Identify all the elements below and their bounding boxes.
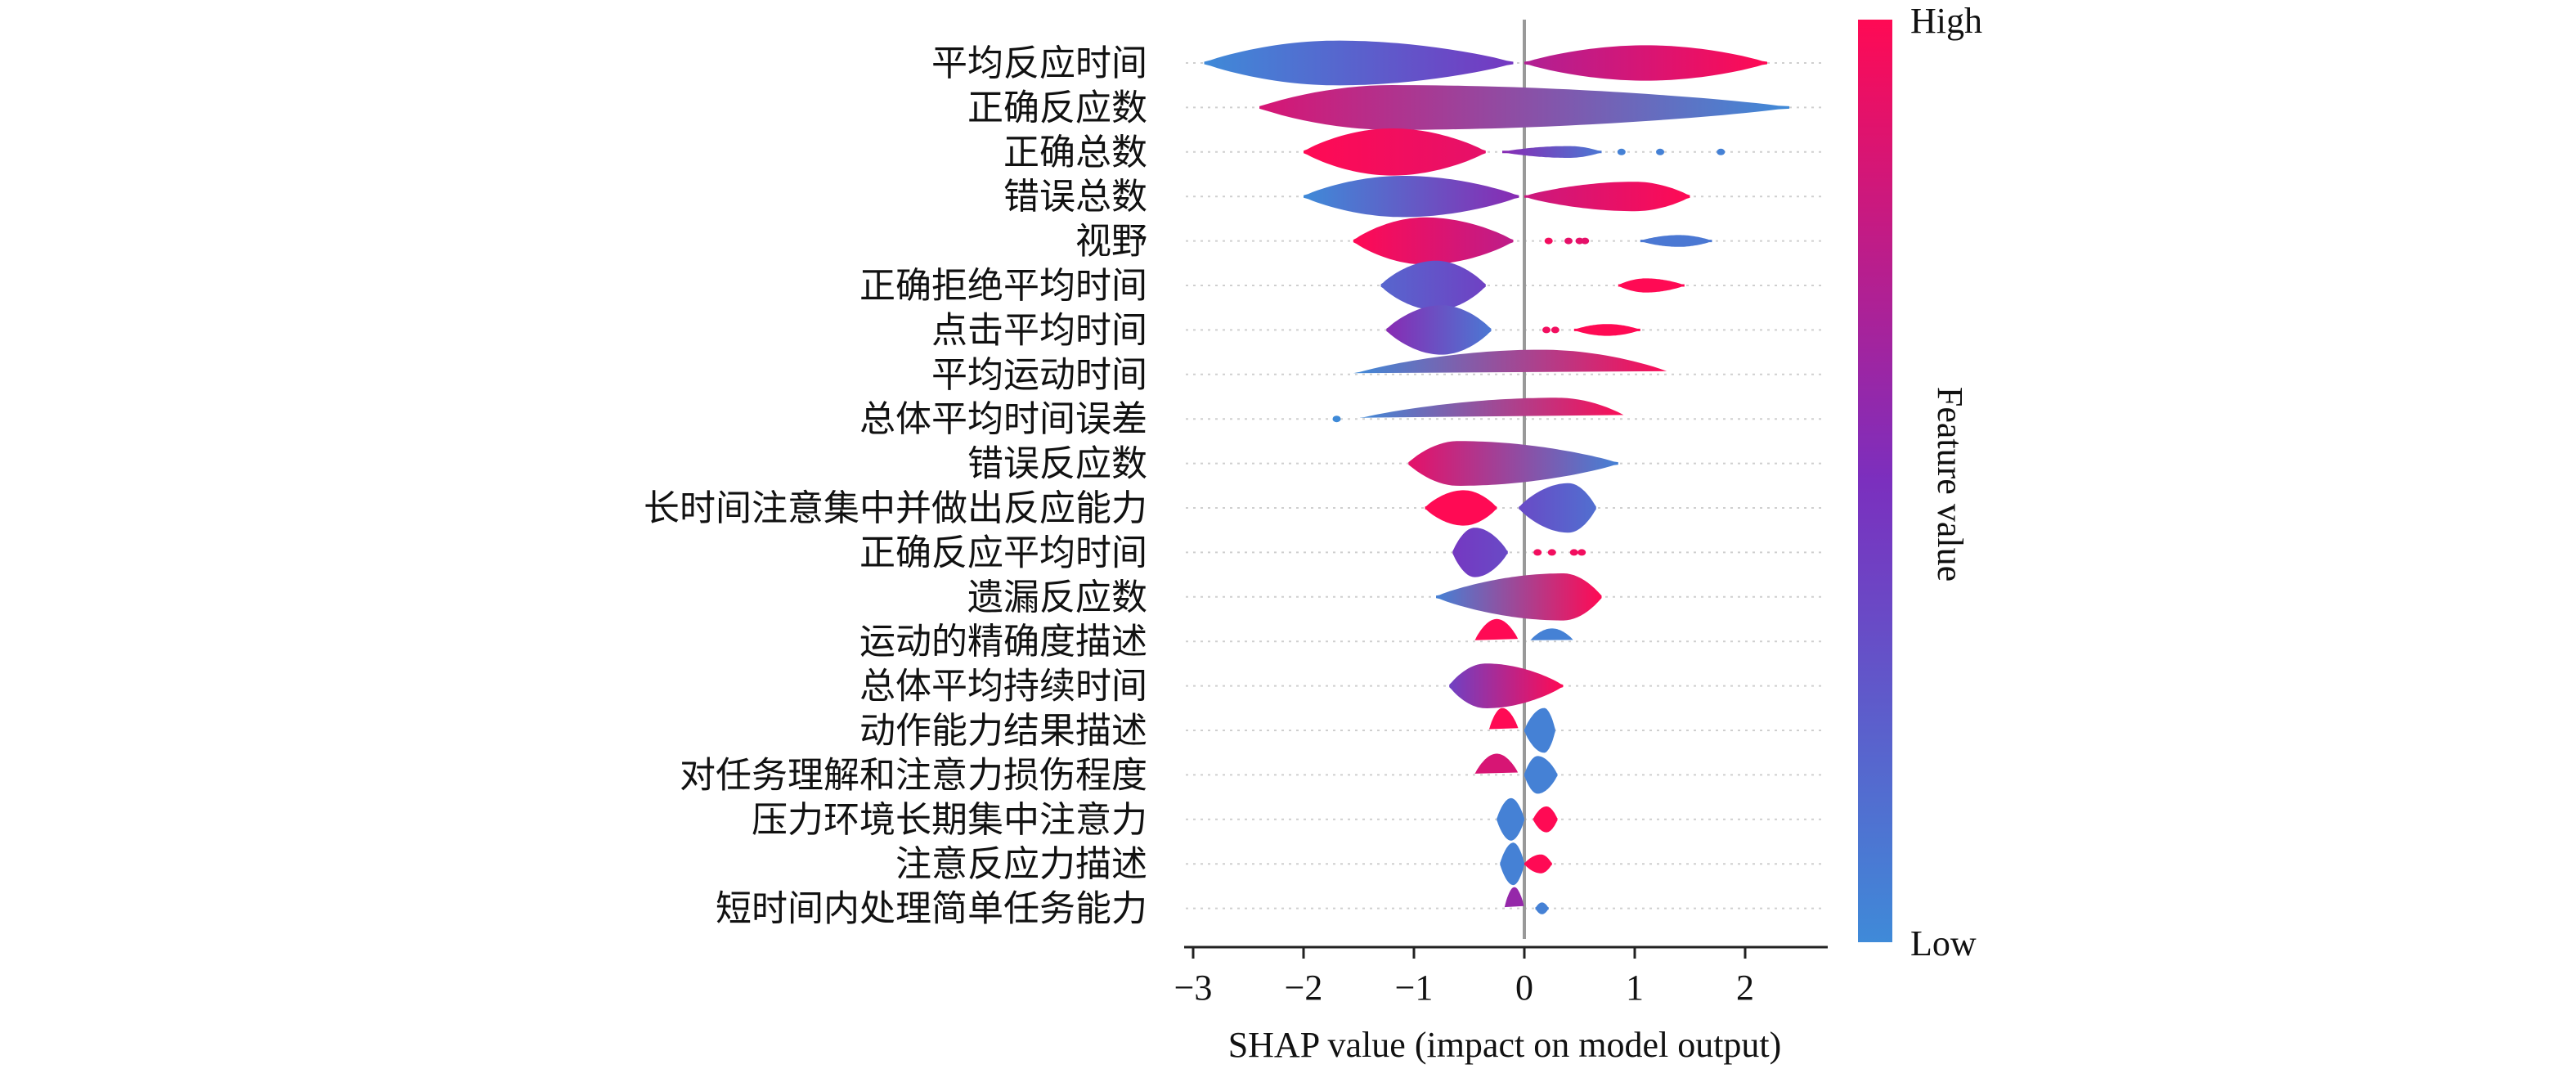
x-tick-label: 1	[1626, 968, 1644, 1008]
outlier-point	[1656, 148, 1665, 155]
violin-shape	[1524, 182, 1690, 212]
feature-label: 运动的精确度描述	[859, 621, 1147, 663]
feature-label: 短时间内处理简单任务能力	[716, 888, 1147, 930]
outlier-point	[1577, 549, 1586, 556]
feature-label: 注意反应力描述	[895, 843, 1147, 885]
violin-shape	[1353, 349, 1667, 374]
feature-label: 对任务理解和注意力损伤程度	[680, 754, 1147, 796]
feature-label: 正确反应平均时间	[859, 532, 1147, 573]
violin-shape	[1524, 854, 1552, 874]
outlier-point	[1542, 326, 1551, 334]
feature-label: 正确拒绝平均时间	[859, 265, 1147, 307]
x-axis-title: SHAP value (impact on model output)	[1228, 1025, 1782, 1065]
violin-shape	[1380, 260, 1486, 311]
feature-label: 长时间注意集中并做出反应能力	[644, 487, 1147, 529]
feature-label: 平均反应时间	[931, 43, 1147, 84]
violin-shape	[1500, 842, 1524, 886]
outlier-point	[1551, 326, 1560, 334]
violin-shape	[1304, 128, 1486, 176]
outlier-point	[1332, 415, 1341, 423]
x-tick-label: −2	[1285, 968, 1323, 1008]
violin-shape	[1259, 85, 1789, 130]
outlier-point	[1544, 237, 1553, 245]
violin-shape	[1504, 887, 1524, 908]
row-gridlines	[1186, 62, 1824, 910]
violin-shape	[1529, 628, 1573, 640]
x-tick-label: 0	[1515, 968, 1533, 1008]
violin-shape	[1474, 618, 1519, 640]
violin-shape	[1425, 490, 1497, 526]
violin-shape	[1524, 756, 1558, 794]
violin-shape	[1488, 707, 1519, 730]
violin-shape	[1618, 278, 1685, 293]
violin-shape	[1535, 902, 1549, 914]
feature-label: 平均运动时间	[931, 354, 1147, 396]
outlier-point	[1564, 237, 1573, 245]
violin-shape	[1449, 663, 1564, 708]
violin-shape	[1358, 398, 1624, 418]
x-tick-label: −3	[1174, 968, 1213, 1008]
feature-label: 压力环境长期集中注意力	[752, 799, 1147, 841]
feature-label: 正确反应数	[967, 87, 1147, 128]
x-axis-ticks: −3 −2 −1 0 1 2	[1174, 947, 1754, 1008]
feature-label: 视野	[1075, 221, 1147, 263]
feature-label: 错误总数	[1003, 176, 1147, 218]
violin-shape	[1204, 40, 1514, 86]
feature-label: 总体平均时间误差	[859, 398, 1147, 440]
outlier-point	[1547, 549, 1556, 556]
colorbar-title: Feature value	[1930, 387, 1970, 582]
violin-shape	[1436, 573, 1602, 621]
feature-label: 总体平均持续时间	[859, 666, 1147, 707]
outlier-point	[1533, 549, 1542, 556]
violin-shape	[1640, 235, 1712, 247]
x-tick-label: 2	[1736, 968, 1754, 1008]
x-tick-label: −1	[1395, 968, 1434, 1008]
violins	[1204, 40, 1789, 914]
outlier-point	[1617, 148, 1626, 155]
violin-shape	[1304, 176, 1519, 218]
violin-shape	[1524, 45, 1767, 81]
violin-shape	[1502, 146, 1602, 158]
violin-shape	[1353, 217, 1514, 265]
feature-label: 点击平均时间	[931, 309, 1147, 351]
colorbar-low-label: Low	[1910, 923, 1977, 963]
feature-label: 正确总数	[1003, 132, 1147, 173]
feature-label: 遗漏反应数	[967, 577, 1147, 618]
outlier-point	[1581, 237, 1590, 245]
violin-shape	[1524, 707, 1555, 753]
violin-shape	[1408, 441, 1618, 486]
violin-shape	[1533, 806, 1558, 833]
violin-shape	[1497, 797, 1524, 841]
outlier-point	[1717, 148, 1726, 155]
colorbar-high-label: High	[1910, 1, 1982, 41]
violin-shape	[1386, 305, 1492, 355]
feature-label: 错误反应数	[967, 443, 1147, 485]
colorbar	[1858, 20, 1892, 942]
feature-label: 动作能力结果描述	[859, 710, 1147, 752]
violin-shape	[1452, 528, 1508, 577]
violin-shape	[1474, 753, 1519, 774]
violin-shape	[1573, 324, 1640, 336]
feature-labels: 平均反应时间正确反应数正确总数错误总数视野正确拒绝平均时间点击平均时间平均运动时…	[644, 43, 1147, 930]
violin-shape	[1519, 483, 1596, 533]
outlier-point	[1569, 549, 1578, 556]
